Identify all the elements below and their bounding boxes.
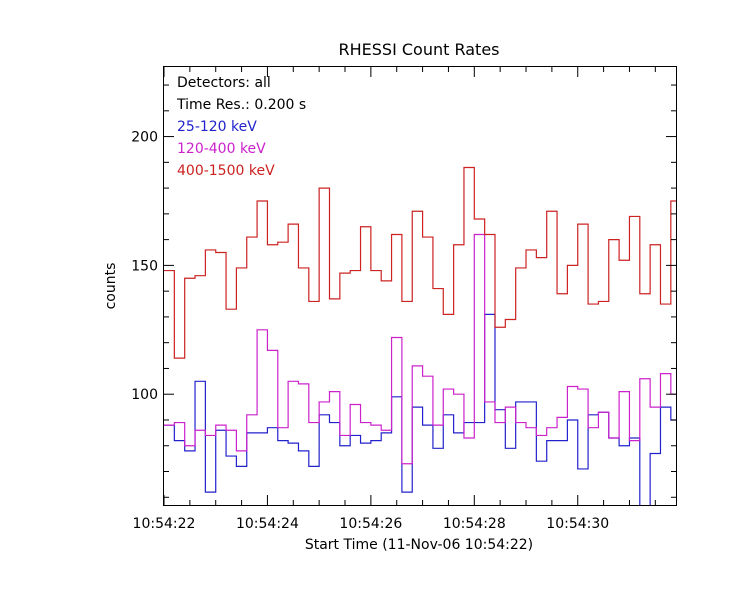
series-line-400-1500-kev	[164, 166, 676, 359]
x-axis-label: Start Time (11-Nov-06 10:54:22)	[305, 537, 533, 553]
plot-frame	[163, 66, 677, 506]
y-tick-label: 200	[131, 130, 158, 146]
x-tick-label: 10:54:28	[443, 516, 506, 532]
series-line-25-120-kev	[164, 313, 676, 505]
x-tick-label: 10:54:24	[236, 516, 299, 532]
axis-layer: 10:54:22 10:54:24 10:54:26 10:54:28 10:54:30…	[131, 67, 676, 532]
y-tick-label: 100	[131, 387, 158, 403]
y-axis-label: counts	[103, 263, 119, 310]
chart-annotation: Time Res.: 0.200 s	[176, 97, 306, 113]
legend-entry-400-1500-kev: 400-1500 keV	[177, 163, 275, 179]
x-tick-label: 10:54:22	[133, 516, 196, 532]
legend-entry-25-120-kev: 25-120 keV	[177, 119, 257, 135]
series-line-120-400-kev	[164, 233, 676, 465]
x-tick-label: 10:54:26	[339, 516, 402, 532]
x-tick-label: 10:54:30	[546, 516, 609, 532]
annotation-layer: Detectors: all Time Res.: 0.200 s 25-120 k…	[176, 75, 306, 179]
chart-title: RHESSI Count Rates	[339, 40, 500, 59]
legend-entry-120-400-kev: 120-400 keV	[177, 141, 266, 157]
y-tick-label: 150	[131, 258, 158, 274]
chart-annotation: Detectors: all	[177, 75, 271, 91]
series-layer	[164, 166, 676, 505]
